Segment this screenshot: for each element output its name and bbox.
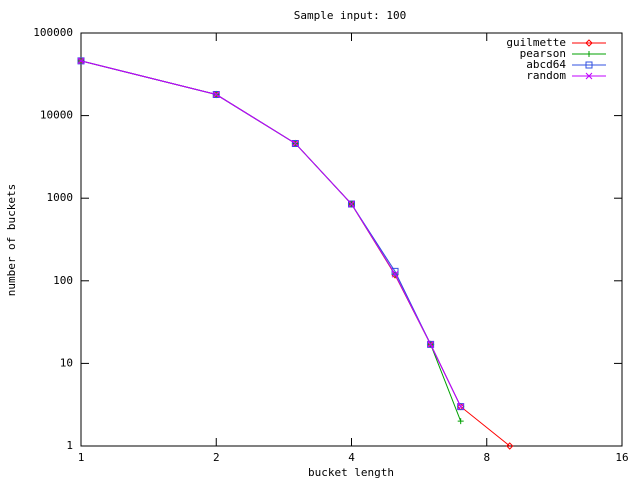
data-point <box>348 200 355 208</box>
y-tick-label: 10 <box>60 356 73 369</box>
legend-label: pearson <box>520 47 566 60</box>
x-tick-label: 2 <box>213 451 220 464</box>
legend-label: guilmette <box>506 36 566 49</box>
data-point <box>391 267 399 275</box>
data-point <box>77 57 85 65</box>
y-tick-label: 100 <box>53 274 73 287</box>
data-point <box>391 270 399 278</box>
legend-marker <box>586 51 592 57</box>
y-tick-label: 10000 <box>40 109 73 122</box>
legend-label: random <box>526 69 566 82</box>
data-point <box>457 403 465 411</box>
x-tick-label: 4 <box>348 451 355 464</box>
data-point <box>212 91 220 98</box>
chart-title: Sample input: 100 <box>294 9 407 22</box>
x-axis-label: bucket length <box>308 466 394 479</box>
y-tick-label: 100000 <box>33 26 73 39</box>
data-point <box>212 91 220 99</box>
data-point <box>457 403 465 410</box>
y-tick-label: 1 <box>66 439 73 452</box>
legend-marker <box>585 39 593 47</box>
data-point <box>457 418 464 425</box>
data-point <box>427 341 434 348</box>
legend-marker <box>585 72 593 80</box>
y-axis-label: number of buckets <box>5 184 18 297</box>
x-tick-label: 8 <box>483 451 490 464</box>
x-tick-label: 16 <box>615 451 628 464</box>
legend-label: abcd64 <box>526 58 566 71</box>
legend-marker <box>585 61 593 69</box>
x-tick-label: 1 <box>78 451 85 464</box>
data-point <box>506 442 514 450</box>
data-point <box>292 140 299 147</box>
y-tick-label: 1000 <box>47 191 74 204</box>
